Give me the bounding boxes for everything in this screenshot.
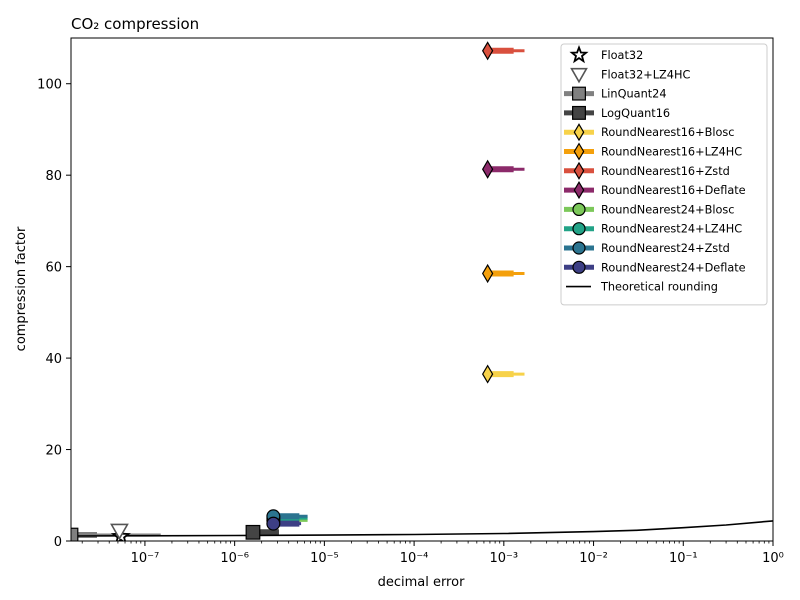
legend-marker: [572, 222, 586, 236]
legend-entry: LogQuant16: [564, 105, 670, 120]
legend-marker: [572, 241, 586, 255]
legend-label: RoundNearest16+Deflate: [601, 184, 746, 197]
legend-entry: RoundNearest16+Zstd: [564, 161, 730, 180]
y-tick-label: 0: [54, 535, 62, 550]
x-tick-label: 10⁻⁷: [131, 551, 160, 566]
legend-marker: [570, 67, 588, 84]
legend-marker: [569, 44, 589, 64]
legend-entry: RoundNearest24+Blosc: [564, 202, 734, 216]
legend-entry: RoundNearest16+Deflate: [564, 181, 746, 200]
legend-label: RoundNearest16+LZ4HC: [601, 146, 742, 159]
data-point: [481, 159, 494, 179]
legend-marker: [573, 161, 585, 180]
data-point: [481, 41, 494, 61]
plot-area: [70, 37, 774, 542]
legend: Float32 Float32+LZ4HC LinQuant24 LogQuant16…: [560, 43, 768, 306]
legend-label: LinQuant24: [601, 88, 667, 101]
legend-label: Float32+LZ4HC: [601, 68, 690, 81]
x-tick-label: 10⁻⁵: [310, 551, 339, 566]
legend-entry: RoundNearest24+Zstd: [564, 241, 730, 255]
x-tick-label: 10⁻¹: [669, 551, 698, 566]
legend-label: RoundNearest24+Deflate: [601, 261, 746, 274]
x-tick-label: 10⁻⁴: [400, 551, 429, 566]
legend-label: RoundNearest24+LZ4HC: [601, 223, 742, 236]
plot-frame: [70, 37, 774, 542]
data-point: [266, 516, 281, 531]
legend-marker: [573, 142, 585, 161]
legend-label: RoundNearest16+Blosc: [601, 126, 734, 139]
legend-label: Float32: [601, 49, 643, 62]
legend-label: RoundNearest24+Zstd: [601, 242, 730, 255]
data-point: [481, 364, 494, 384]
x-tick-label: 10⁻⁶: [220, 551, 249, 566]
data-point: [481, 263, 494, 284]
theoretical-curve: [71, 520, 773, 537]
legend-entry: RoundNearest16+LZ4HC: [564, 142, 742, 161]
data-point: [245, 524, 261, 540]
x-tick-label: 10⁻³: [490, 551, 519, 566]
data-point: [71, 527, 79, 541]
legend-marker: [572, 260, 586, 274]
legend-label: RoundNearest24+Blosc: [601, 203, 734, 216]
y-tick-label: 40: [45, 352, 62, 367]
legend-label: Theoretical rounding: [600, 281, 718, 294]
legend-box: [560, 43, 768, 306]
legend-entry: LinQuant24: [564, 86, 667, 101]
legend-label: LogQuant16: [601, 107, 670, 120]
data-point: [110, 523, 129, 541]
x-tick-label: 10⁰: [762, 551, 784, 566]
x-tick-label: 10⁻²: [579, 551, 608, 566]
chart-title: CO₂ compression: [71, 15, 199, 33]
data-layer: [71, 41, 773, 541]
legend-entry: Float32+LZ4HC: [570, 67, 690, 84]
legend-marker: [573, 181, 585, 200]
legend-label: RoundNearest16+Zstd: [601, 165, 730, 178]
legend-entry: RoundNearest24+LZ4HC: [564, 222, 742, 236]
y-tick-label: 20: [45, 444, 62, 459]
y-axis-label: compression factor: [14, 226, 29, 351]
y-tick-label: 60: [45, 261, 62, 276]
legend-marker: [572, 105, 586, 120]
y-axis-ticks: 0 20 40 60 80 100: [37, 78, 71, 550]
legend-entry: RoundNearest24+Deflate: [564, 260, 746, 274]
y-tick-label: 100: [37, 78, 62, 93]
legend-entry: Theoretical rounding: [566, 281, 718, 294]
legend-marker: [572, 202, 586, 216]
legend-entry: RoundNearest16+Blosc: [564, 123, 734, 142]
legend-marker: [572, 86, 586, 101]
legend-marker: [573, 123, 585, 142]
x-axis-ticks: 10⁻⁷ 10⁻⁶ 10⁻⁵ 10⁻⁴ 10⁻³ 10⁻² 10⁻¹ 10⁰: [81, 541, 784, 566]
legend-entry: Float32: [569, 44, 643, 64]
x-axis-label: decimal error: [378, 575, 466, 590]
y-tick-label: 80: [45, 169, 62, 184]
